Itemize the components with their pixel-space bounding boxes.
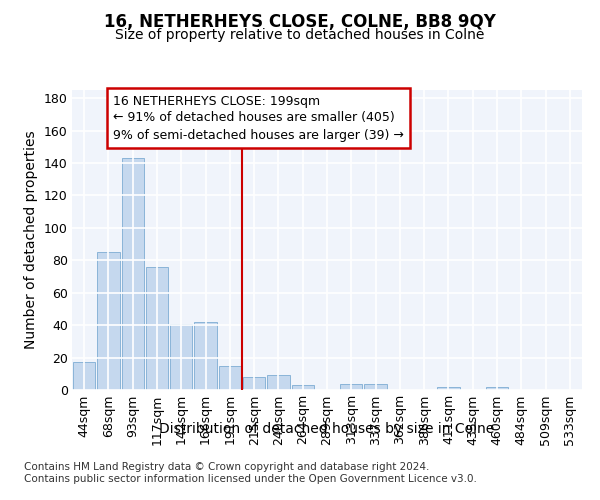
Text: 16, NETHERHEYS CLOSE, COLNE, BB8 9QY: 16, NETHERHEYS CLOSE, COLNE, BB8 9QY — [104, 12, 496, 30]
Text: Contains HM Land Registry data © Crown copyright and database right 2024.
Contai: Contains HM Land Registry data © Crown c… — [24, 462, 477, 484]
Bar — [170, 324, 193, 390]
Text: Distribution of detached houses by size in Colne: Distribution of detached houses by size … — [160, 422, 494, 436]
Bar — [437, 387, 460, 390]
Bar — [267, 376, 290, 390]
Bar — [486, 387, 508, 390]
Bar — [122, 158, 144, 390]
Bar — [364, 384, 387, 390]
Bar — [243, 377, 265, 390]
Text: Size of property relative to detached houses in Colne: Size of property relative to detached ho… — [115, 28, 485, 42]
Bar — [73, 362, 95, 390]
Y-axis label: Number of detached properties: Number of detached properties — [25, 130, 38, 350]
Bar — [97, 252, 119, 390]
Bar — [218, 366, 241, 390]
Bar — [292, 385, 314, 390]
Bar — [146, 267, 168, 390]
Bar — [194, 322, 217, 390]
Bar — [340, 384, 362, 390]
Text: 16 NETHERHEYS CLOSE: 199sqm
← 91% of detached houses are smaller (405)
9% of sem: 16 NETHERHEYS CLOSE: 199sqm ← 91% of det… — [113, 94, 404, 142]
